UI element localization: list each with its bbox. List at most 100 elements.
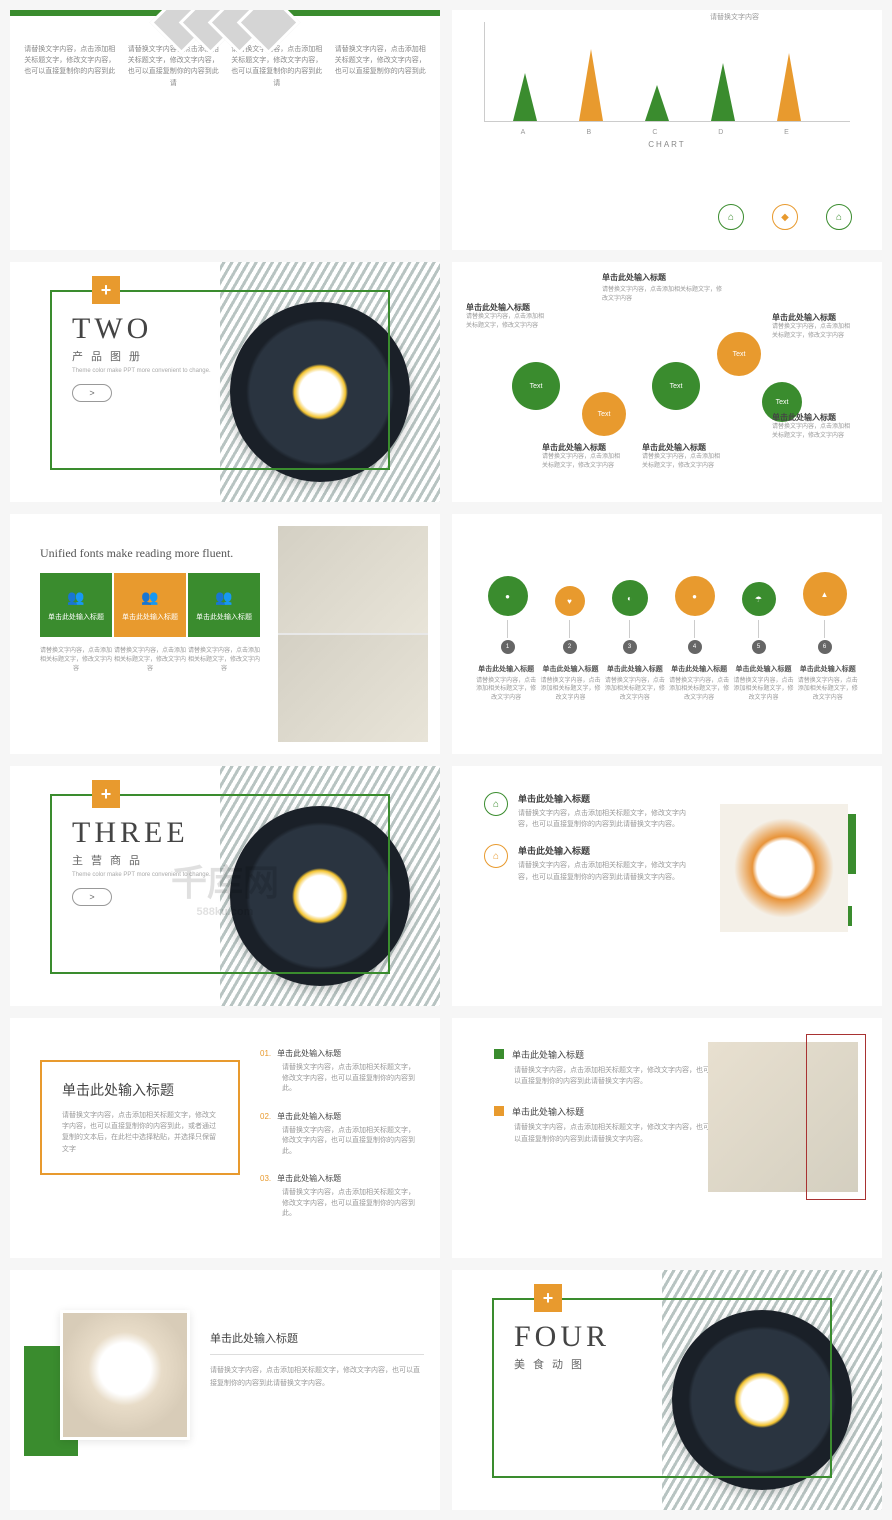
x-label: C xyxy=(652,129,657,136)
circle-label: 单击此处输入标题请替换文字内容，点击添加相关标题文字，修改文字内容 xyxy=(798,664,858,702)
x-label: D xyxy=(718,129,723,136)
section-number: THREE xyxy=(72,816,189,850)
flow-node: Text xyxy=(652,362,700,410)
arrow-button[interactable]: > xyxy=(72,888,112,906)
list-item: 02.单击此处输入标题请替换文字内容，点击添加相关标题文字，修改文字内容，也可以… xyxy=(260,1111,420,1158)
flow-title: 单击此处输入标题 xyxy=(602,272,666,283)
circle-item: ▲6 xyxy=(803,572,847,654)
circle-icon: ● xyxy=(488,576,528,616)
col: 请替换文字内容，点击添加相关标题文字，修改文字内容，也可以直接复制你的内容到此 xyxy=(333,44,429,89)
circle-number: 1 xyxy=(501,640,515,654)
frame-title: 单击此处输入标题 xyxy=(62,1080,218,1100)
list-item: 01. 单击此处输入标题请替换文字内容，点击添加相关标题文字，修改文字内容，也可以… xyxy=(260,1048,420,1095)
flow-label: 单击此处输入标题 xyxy=(772,412,852,423)
item-title: 单击此处输入标题 xyxy=(277,1173,341,1184)
sq-title: 单击此处输入标题 xyxy=(512,1105,584,1118)
flow-node: Text xyxy=(512,362,560,410)
section-three: + THREE 主营商品 Theme color make PPT more c… xyxy=(10,766,440,1006)
triangle-chart: ABCDE xyxy=(484,22,850,122)
circle-icon: ◆ xyxy=(772,204,798,230)
chart-triangle xyxy=(777,53,801,121)
slide-diamonds: 请替换文字内容，点击添加相关标题文字，修改文字内容，也可以直接复制你的内容到此 … xyxy=(10,10,440,250)
item-number: 02. xyxy=(260,1112,271,1121)
section-subtitle: 美食动图 xyxy=(514,1356,590,1372)
people-icon: 👥 xyxy=(215,589,232,606)
circle-label: 单击此处输入标题请替换文字内容，点击添加相关标题文字，修改文字内容 xyxy=(733,664,793,702)
circle-icon: ⌂ xyxy=(718,204,744,230)
circle-icon: ◐ xyxy=(612,580,648,616)
bullet-icon: ⌂ xyxy=(484,792,508,816)
item-title: 单击此处输入标题 xyxy=(277,1048,341,1059)
color-box: 👥单击此处输入标题 xyxy=(188,573,260,637)
flow-node: Text xyxy=(582,392,626,436)
text-columns: 请替换文字内容，点击添加相关标题文字，修改文字内容，也可以直接复制你的内容到此 … xyxy=(22,44,428,89)
color-square xyxy=(494,1049,504,1059)
section-subtitle: 主营商品 xyxy=(72,852,148,868)
flow-label: 单击此处输入标题 xyxy=(772,312,852,323)
circle-row: ●1♥2◐3●4☂5▲6 xyxy=(474,544,860,654)
section-subtitle: 产品图册 xyxy=(72,348,148,364)
circle-item: ☂5 xyxy=(742,582,776,654)
circle-icon: ⌂ xyxy=(826,204,852,230)
chart-title: CHART xyxy=(464,140,870,149)
slide-flow: 单击此处输入标题 请替换文字内容，点击添加相关标题文字，修改文字内容 Text T… xyxy=(452,262,882,502)
flow-node: Text xyxy=(717,332,761,376)
circle-icon: ▲ xyxy=(803,572,847,616)
sq-desc: 请替换文字内容，点击添加相关标题文字，修改文字内容，也可以直接复制你的内容到此请… xyxy=(514,1122,714,1144)
section-caption: Theme color make PPT more convenient to … xyxy=(72,872,211,878)
arrow-button[interactable]: > xyxy=(72,384,112,402)
circle-item: ◐3 xyxy=(612,580,648,654)
item-number: 03. xyxy=(260,1174,271,1183)
box-label: 单击此处输入标题 xyxy=(48,612,104,622)
section-four: + FOUR 美食动图 xyxy=(452,1270,882,1510)
plus-icon: + xyxy=(92,276,120,304)
slide-three-boxes: Unified fonts make reading more fluent. … xyxy=(10,514,440,754)
flow-desc: 请替换文字内容，点击添加相关标题文字，修改文字内容 xyxy=(602,286,722,304)
bullet-desc: 请替换文字内容，点击添加相关标题文字，修改文字内容，也可以直接复制你的内容到此请… xyxy=(518,808,698,830)
circle-label: 单击此处输入标题请替换文字内容，点击添加相关标题文字，修改文字内容 xyxy=(605,664,665,702)
x-label: B xyxy=(586,129,591,136)
section-number: FOUR xyxy=(514,1320,610,1354)
circle-labels: 单击此处输入标题请替换文字内容，点击添加相关标题文字，修改文字内容单击此处输入标… xyxy=(474,664,860,702)
flow-label: 单击此处输入标题 xyxy=(466,302,546,313)
slide-six-circles: ●1♥2◐3●4☂5▲6 单击此处输入标题请替换文字内容，点击添加相关标题文字，… xyxy=(452,514,882,754)
sq-title: 单击此处输入标题 xyxy=(512,1048,584,1061)
item-desc: 请替换文字内容，点击添加相关标题文字，修改文字内容，也可以直接复制你的内容到此。 xyxy=(282,1063,420,1095)
x-label: A xyxy=(521,129,526,136)
plus-icon: + xyxy=(92,780,120,808)
x-label: E xyxy=(784,129,789,136)
orange-frame: 单击此处输入标题 请替换文字内容，点击添加相关标题文字，修改文字内容，也可以直接… xyxy=(40,1060,240,1175)
flow-label-desc: 请替换文字内容，点击添加相关标题文字，修改文字内容 xyxy=(772,323,852,341)
circle-icon: ♥ xyxy=(555,586,585,616)
circle-item: ●4 xyxy=(675,576,715,654)
people-icon: 👥 xyxy=(141,589,158,606)
desc: 请替换文字内容，点击添加相关标题文字，修改文字内容，也可以直接复制你的内容到此请… xyxy=(210,1365,424,1390)
sq-desc: 请替换文字内容，点击添加相关标题文字，修改文字内容，也可以直接复制你的内容到此请… xyxy=(514,1065,714,1087)
item-title: 单击此处输入标题 xyxy=(277,1111,341,1122)
food-image xyxy=(712,796,862,946)
flow-label: 单击此处输入标题 xyxy=(542,442,622,453)
box-label: 单击此处输入标题 xyxy=(122,612,178,622)
frame-desc: 请替换文字内容，点击添加相关标题文字，修改文字内容，也可以直接复制你的内容到此，… xyxy=(62,1110,218,1155)
circle-label: 单击此处输入标题请替换文字内容，点击添加相关标题文字，修改文字内容 xyxy=(476,664,536,702)
red-frame xyxy=(806,1034,866,1200)
plus-icon: + xyxy=(534,1284,562,1312)
bullet-title: 单击此处输入标题 xyxy=(518,844,698,857)
bowl-image xyxy=(60,1310,190,1440)
list-item: 03.单击此处输入标题请替换文字内容，点击添加相关标题文字，修改文字内容，也可以… xyxy=(260,1173,420,1220)
bullet-icon: ⌂ xyxy=(484,844,508,868)
chart-triangle xyxy=(711,63,735,121)
section-two: + TWO 产品图册 Theme color make PPT more con… xyxy=(10,262,440,502)
slide-chart: 字，修改文字内容，也可以直接复制你的内容到此请替换文字内容 ABCDE CHAR… xyxy=(452,10,882,250)
chart-triangle xyxy=(579,49,603,121)
section-caption: Theme color make PPT more convenient to … xyxy=(72,368,211,374)
caption: 请替换文字内容，点击添加相关标题文字，修改文字内容 xyxy=(40,647,112,674)
color-square xyxy=(494,1106,504,1116)
circle-number: 4 xyxy=(688,640,702,654)
col: 请替换文字内容，点击添加相关标题文字，修改文字内容，也可以直接复制你的内容到此请 xyxy=(229,44,325,89)
bullet-title: 单击此处输入标题 xyxy=(518,792,698,805)
circle-label: 单击此处输入标题请替换文字内容，点击添加相关标题文字，修改文字内容 xyxy=(669,664,729,702)
bullet-desc: 请替换文字内容，点击添加相关标题文字，修改文字内容，也可以直接复制你的内容到此请… xyxy=(518,860,698,882)
circle-label: 单击此处输入标题请替换文字内容，点击添加相关标题文字，修改文字内容 xyxy=(540,664,600,702)
item-number: 01. xyxy=(260,1049,271,1058)
